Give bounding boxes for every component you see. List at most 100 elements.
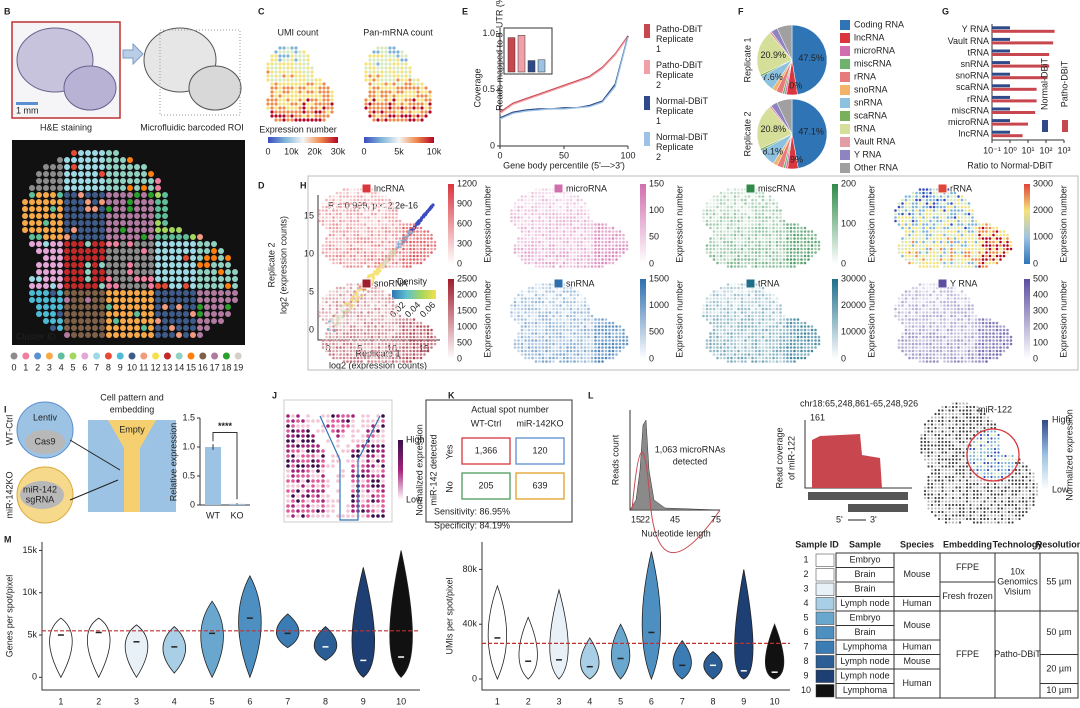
spot <box>57 255 63 261</box>
spot <box>988 247 992 251</box>
spot <box>541 230 545 233</box>
spot <box>113 192 119 198</box>
spot <box>569 233 573 237</box>
spot <box>400 110 404 114</box>
spot <box>71 283 77 289</box>
spot <box>298 94 302 98</box>
spot <box>85 234 91 240</box>
spot <box>363 339 367 342</box>
spot <box>127 185 133 191</box>
spot <box>360 226 363 230</box>
spot <box>922 237 925 240</box>
spot <box>894 212 897 216</box>
spot <box>342 219 346 223</box>
spot <box>274 78 278 82</box>
spot <box>538 254 541 258</box>
spot <box>339 353 342 356</box>
spot <box>306 86 310 90</box>
spot <box>594 325 597 328</box>
y-tick-label: scaRNA <box>956 82 989 92</box>
spot <box>594 342 597 346</box>
spot <box>737 258 740 261</box>
spot <box>967 209 971 212</box>
spot <box>339 300 342 304</box>
spot <box>420 118 424 122</box>
spot <box>346 328 349 332</box>
spot <box>290 118 294 122</box>
spot <box>545 254 548 258</box>
spot <box>190 297 196 303</box>
spot <box>392 106 396 110</box>
spot <box>737 216 740 219</box>
spot <box>408 86 412 90</box>
spot <box>339 332 342 335</box>
spot <box>534 230 538 233</box>
spot <box>346 209 349 212</box>
spot <box>782 226 786 230</box>
spot <box>326 106 330 110</box>
spot <box>162 332 168 338</box>
spot <box>339 237 342 240</box>
spot <box>120 199 126 205</box>
spot <box>204 325 210 331</box>
spot <box>388 118 392 122</box>
spot <box>391 265 395 268</box>
point <box>420 216 424 220</box>
spot <box>611 233 615 237</box>
spot <box>290 82 294 86</box>
spot <box>286 90 290 94</box>
spot <box>356 230 360 233</box>
spot <box>590 237 594 240</box>
spot <box>353 283 356 286</box>
spot <box>981 230 985 233</box>
spot <box>908 237 911 240</box>
spot <box>353 342 356 346</box>
spot <box>36 220 42 226</box>
label: Ratio to Normal-DBiT <box>967 160 1053 170</box>
spot <box>99 311 105 317</box>
spot <box>531 286 534 290</box>
spot <box>925 188 929 191</box>
spot <box>106 269 112 275</box>
spot <box>901 251 904 254</box>
spot <box>419 254 423 258</box>
spot <box>915 251 918 254</box>
spot <box>545 205 548 209</box>
spot <box>349 356 353 360</box>
spot <box>939 230 943 233</box>
spot <box>925 216 929 219</box>
spot <box>127 325 133 331</box>
label: Cluster ID <box>16 331 57 341</box>
spot <box>384 258 388 261</box>
spot <box>527 290 531 293</box>
spot <box>360 240 363 244</box>
spot <box>559 332 562 335</box>
spot <box>113 248 119 254</box>
spot <box>134 297 140 303</box>
spot <box>155 283 161 289</box>
panel-letter: E <box>462 6 468 16</box>
spot <box>779 226 782 230</box>
spot <box>939 240 943 244</box>
spot <box>967 202 971 205</box>
spot <box>904 230 908 233</box>
spot <box>803 233 807 237</box>
spot <box>353 202 356 205</box>
spot <box>330 94 334 98</box>
spot <box>64 178 70 184</box>
legend-label: 1 <box>23 362 28 372</box>
spot <box>388 223 391 226</box>
spot <box>349 244 353 247</box>
spot <box>391 300 395 304</box>
spot <box>321 244 325 247</box>
spot <box>548 293 552 297</box>
spot <box>534 233 538 237</box>
spot <box>744 198 747 202</box>
spot <box>402 244 405 247</box>
spot <box>580 212 583 216</box>
spot <box>274 102 278 106</box>
spot <box>545 258 548 261</box>
spot <box>346 360 349 363</box>
spot <box>601 328 604 332</box>
spot <box>967 240 971 244</box>
